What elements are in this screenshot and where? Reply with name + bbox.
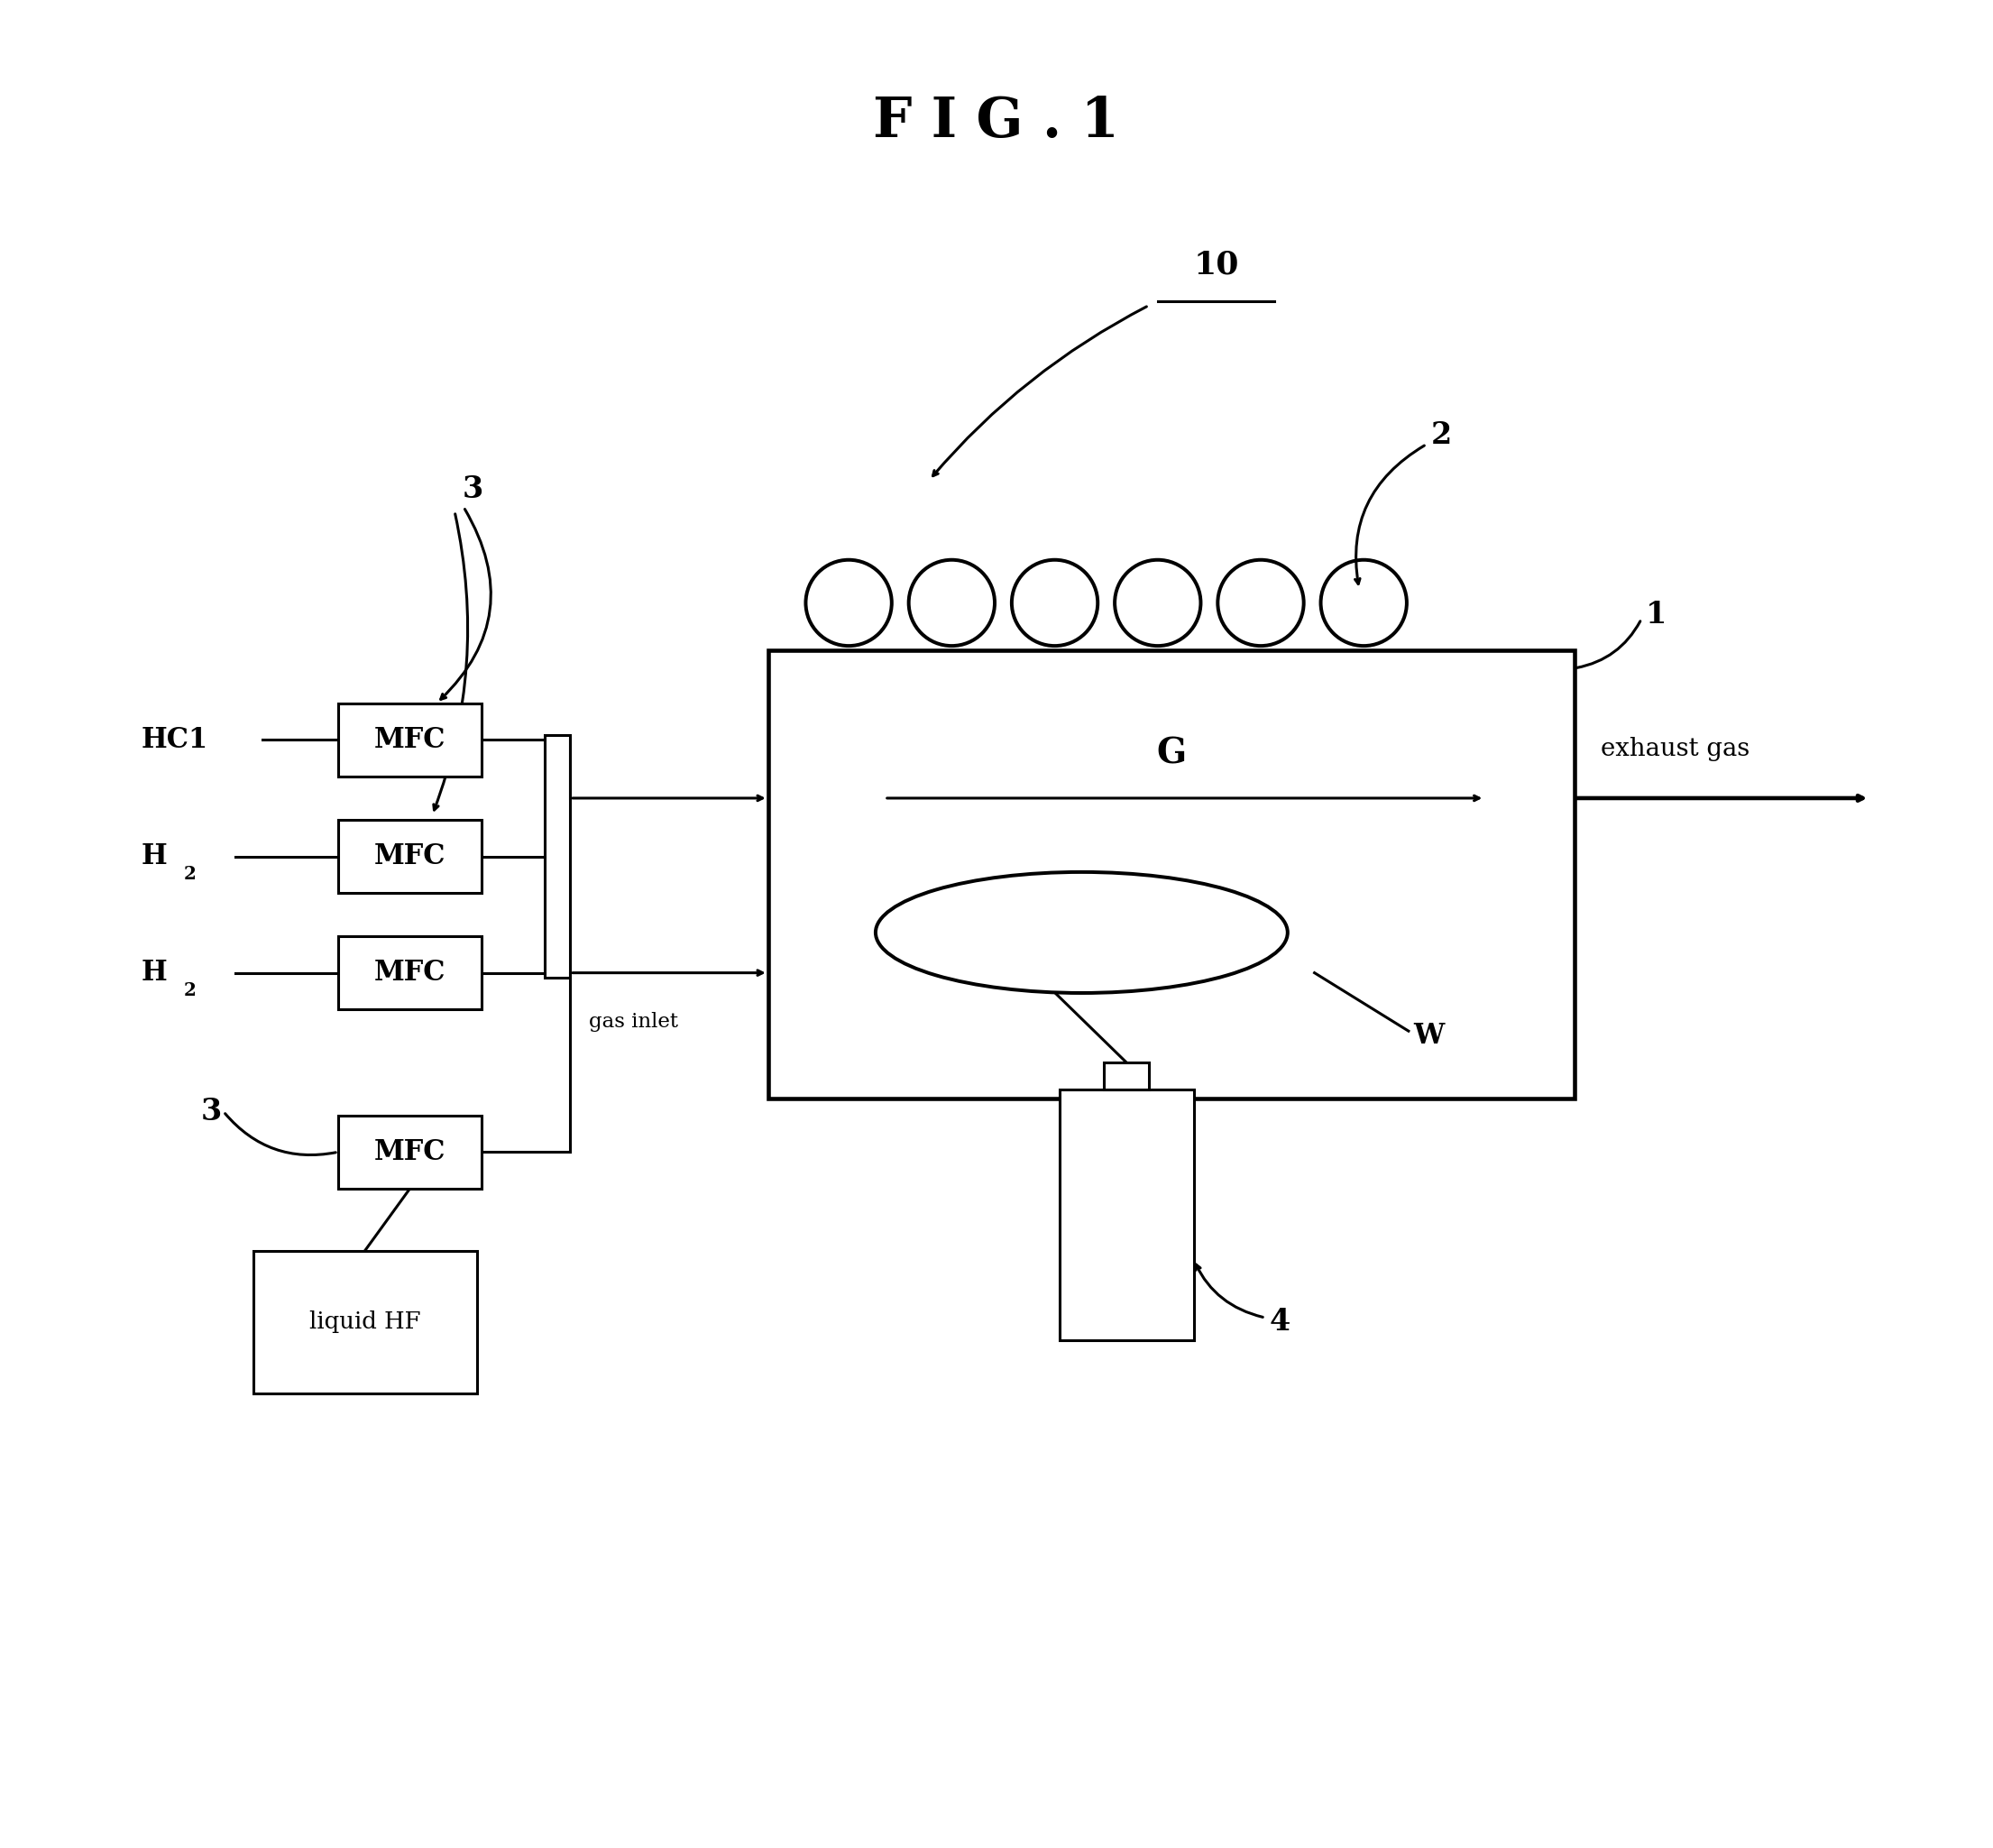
Text: 4: 4 bbox=[1270, 1307, 1291, 1338]
Ellipse shape bbox=[875, 872, 1287, 992]
Text: MFC: MFC bbox=[375, 959, 446, 987]
Circle shape bbox=[805, 560, 891, 645]
Text: MFC: MFC bbox=[375, 843, 446, 870]
Bar bbox=[1058, 1088, 1194, 1340]
Bar bbox=[339, 821, 482, 893]
Text: 10: 10 bbox=[1194, 249, 1240, 281]
Bar bbox=[253, 1251, 476, 1393]
Text: 2: 2 bbox=[183, 865, 197, 883]
Text: H: H bbox=[142, 843, 167, 870]
Text: MFC: MFC bbox=[375, 1138, 446, 1166]
Text: G: G bbox=[1156, 736, 1186, 771]
Text: 3: 3 bbox=[201, 1096, 221, 1127]
Text: H: H bbox=[142, 959, 167, 987]
Text: W: W bbox=[1413, 1022, 1443, 1050]
Text: 1: 1 bbox=[1646, 599, 1666, 630]
Circle shape bbox=[909, 560, 995, 645]
Text: MFC: MFC bbox=[375, 726, 446, 754]
Circle shape bbox=[1012, 560, 1098, 645]
Text: 2: 2 bbox=[1431, 421, 1451, 451]
Text: exhaust gas: exhaust gas bbox=[1600, 737, 1750, 761]
Text: 3: 3 bbox=[462, 475, 482, 505]
Bar bbox=[544, 736, 570, 978]
Text: gas inlet: gas inlet bbox=[590, 1013, 678, 1031]
Bar bbox=[339, 937, 482, 1009]
Text: HC1: HC1 bbox=[142, 726, 207, 754]
Bar bbox=[1104, 1063, 1148, 1088]
Circle shape bbox=[1218, 560, 1303, 645]
Bar bbox=[767, 650, 1574, 1098]
Bar bbox=[339, 704, 482, 776]
Bar bbox=[339, 1114, 482, 1188]
Text: 2: 2 bbox=[183, 981, 197, 1000]
Circle shape bbox=[1321, 560, 1407, 645]
Text: liquid HF: liquid HF bbox=[309, 1310, 421, 1334]
Text: F I G . 1: F I G . 1 bbox=[873, 94, 1120, 150]
Circle shape bbox=[1114, 560, 1200, 645]
